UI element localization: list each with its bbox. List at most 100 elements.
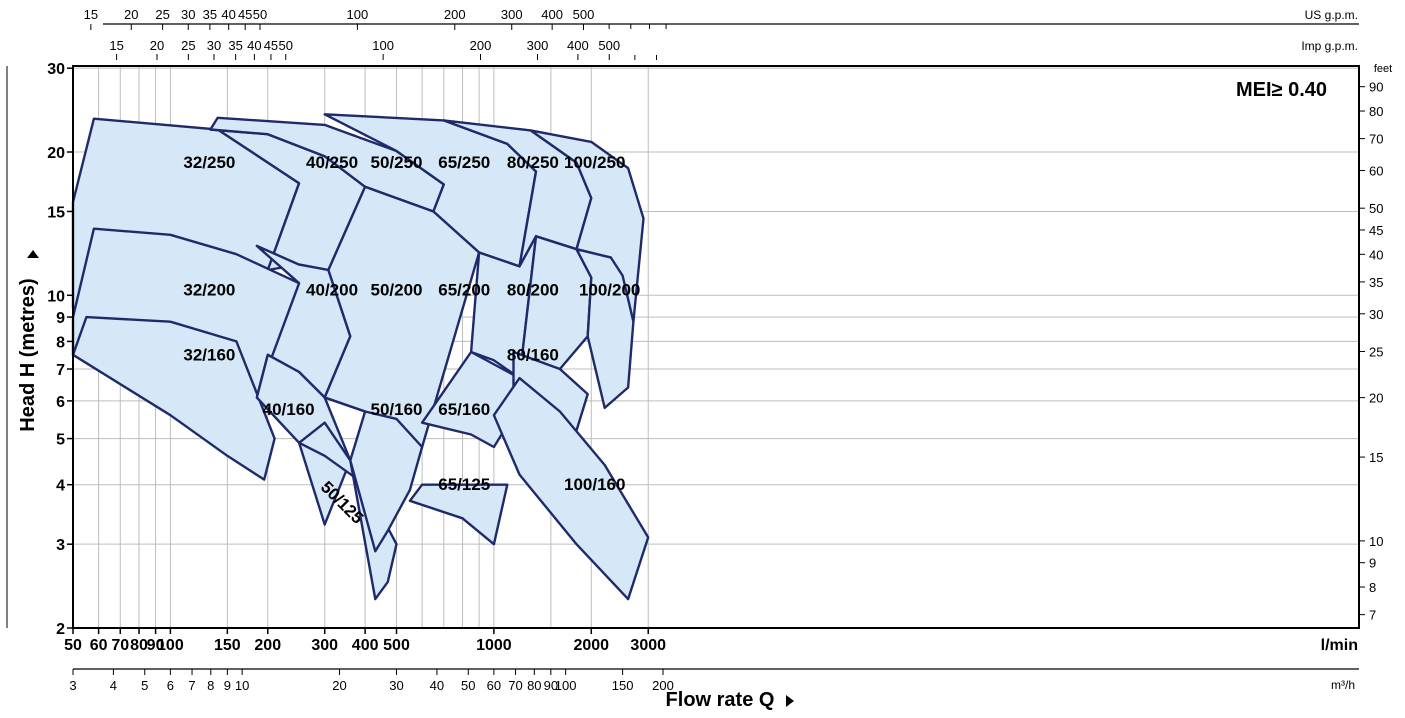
us-gpm-tick-label: 25 — [155, 7, 169, 22]
family-label-100-160: 100/160 — [564, 475, 625, 494]
imp-gpm-tick-label: 40 — [247, 38, 261, 53]
family-label-32-200: 32/200 — [183, 280, 235, 299]
feet-tick-label: 50 — [1369, 201, 1383, 216]
feet-tick-label: 15 — [1369, 450, 1383, 465]
imp-gpm-tick-label: 300 — [527, 38, 549, 53]
family-label-65-125: 65/125 — [438, 475, 490, 494]
feet-tick-label: 7 — [1369, 608, 1376, 623]
y-tick-label: 10 — [47, 288, 65, 305]
family-label-50-200: 50/200 — [371, 280, 423, 299]
y-tick-label: 5 — [56, 432, 65, 449]
family-label-100-250: 100/250 — [564, 153, 625, 172]
pump-family-100-200 — [575, 247, 635, 410]
imp-gpm-tick-label: 30 — [207, 38, 221, 53]
x-tick-label: 400 — [352, 637, 379, 654]
feet-tick-label: 35 — [1369, 275, 1383, 290]
mei-badge: MEI≥ 0.40 — [1236, 79, 1327, 101]
pump-families — [71, 113, 650, 601]
pump-family-65-125 — [408, 483, 509, 546]
x-tick-label: 90 — [147, 637, 165, 654]
y-tick-label: 20 — [47, 145, 65, 162]
m3h-tick-label: 100 — [555, 678, 577, 693]
imp-gpm-tick-label: 500 — [598, 38, 620, 53]
us-gpm-tick-label: 200 — [444, 7, 466, 22]
x-tick-label: 50 — [64, 637, 82, 654]
m3h-tick-label: 20 — [332, 678, 346, 693]
pump-family-100-160 — [492, 376, 650, 601]
y-axis-arrow-icon — [27, 250, 39, 258]
m3h-tick-label: 3 — [69, 678, 76, 693]
family-label-80-250: 80/250 — [507, 153, 559, 172]
us-gpm-tick-label: 15 — [84, 7, 98, 22]
m3h-tick-label: 40 — [430, 678, 444, 693]
m3h-tick-label: 90 — [544, 678, 558, 693]
pump-family-50-160 — [323, 396, 424, 553]
family-label-50-250: 50/250 — [371, 153, 423, 172]
x-axis-arrow-icon — [786, 695, 794, 707]
us-gpm-tick-label: 40 — [221, 7, 235, 22]
us-gpm-unit-label: US g.p.m. — [1305, 8, 1358, 22]
us-gpm-tick-label: 30 — [181, 7, 195, 22]
imp-gpm-tick-label: 100 — [372, 38, 394, 53]
y-tick-label: 7 — [56, 362, 65, 379]
y-tick-label: 9 — [56, 310, 65, 327]
us-gpm-tick-label: 50 — [253, 7, 267, 22]
us-gpm-tick-label: 20 — [124, 7, 138, 22]
imp-gpm-unit-label: Imp g.p.m. — [1301, 39, 1358, 53]
us-gpm-tick-label: 35 — [203, 7, 217, 22]
m3h-tick-label: 7 — [188, 678, 195, 693]
imp-gpm-tick-label: 25 — [181, 38, 195, 53]
feet-tick-label: 90 — [1369, 80, 1383, 95]
x-tick-label: 1000 — [476, 637, 512, 654]
y-tick-label: 3 — [56, 537, 65, 554]
x-unit-label: l/min — [1321, 637, 1358, 654]
imp-gpm-tick-label: 200 — [470, 38, 492, 53]
axes: 2345678910152030789101520253035404550607… — [6, 7, 1392, 693]
m3h-tick-label: 5 — [141, 678, 148, 693]
m3h-unit-label: m³/h — [1331, 678, 1355, 692]
us-gpm-tick-label: 100 — [347, 7, 369, 22]
x-axis-title: Flow rate Q — [666, 689, 775, 711]
x-tick-label: 500 — [383, 637, 410, 654]
x-tick-label: 100 — [157, 637, 184, 654]
feet-tick-label: 45 — [1369, 223, 1383, 238]
feet-tick-label: 30 — [1369, 307, 1383, 322]
imp-gpm-tick-label: 400 — [567, 38, 589, 53]
m3h-tick-label: 80 — [527, 678, 541, 693]
y-tick-label: 4 — [56, 478, 65, 495]
y-tick-label: 8 — [56, 334, 65, 351]
family-label-80-200: 80/200 — [507, 280, 559, 299]
m3h-tick-label: 9 — [224, 678, 231, 693]
family-label-40-160: 40/160 — [263, 400, 315, 419]
family-label-80-160: 80/160 — [507, 345, 559, 364]
m3h-tick-label: 4 — [110, 678, 117, 693]
family-label-32-250: 32/250 — [183, 153, 235, 172]
m3h-tick-label: 150 — [612, 678, 634, 693]
m3h-tick-label: 8 — [207, 678, 214, 693]
x-tick-label: 150 — [214, 637, 241, 654]
imp-gpm-tick-label: 15 — [109, 38, 123, 53]
us-gpm-tick-label: 500 — [573, 7, 595, 22]
m3h-tick-label: 30 — [389, 678, 403, 693]
m3h-tick-label: 70 — [508, 678, 522, 693]
feet-tick-label: 9 — [1369, 556, 1376, 571]
y-axis-title: Head H (metres) — [17, 278, 39, 431]
feet-unit-label: feet — [1374, 63, 1392, 75]
feet-tick-label: 40 — [1369, 247, 1383, 262]
x-tick-label: 2000 — [573, 637, 609, 654]
x-tick-label: 200 — [254, 637, 281, 654]
x-tick-label: 80 — [130, 637, 148, 654]
feet-tick-label: 20 — [1369, 391, 1383, 406]
family-label-40-250: 40/250 — [306, 153, 358, 172]
us-gpm-tick-label: 300 — [501, 7, 523, 22]
m3h-tick-label: 6 — [167, 678, 174, 693]
family-label-65-160: 65/160 — [438, 400, 490, 419]
feet-tick-label: 8 — [1369, 580, 1376, 595]
us-gpm-tick-label: 400 — [541, 7, 563, 22]
m3h-tick-label: 10 — [235, 678, 249, 693]
feet-tick-label: 10 — [1369, 534, 1383, 549]
x-tick-label: 60 — [90, 637, 108, 654]
family-label-100-200: 100/200 — [579, 280, 640, 299]
imp-gpm-tick-label: 45 — [264, 38, 278, 53]
y-tick-label: 2 — [56, 621, 65, 638]
